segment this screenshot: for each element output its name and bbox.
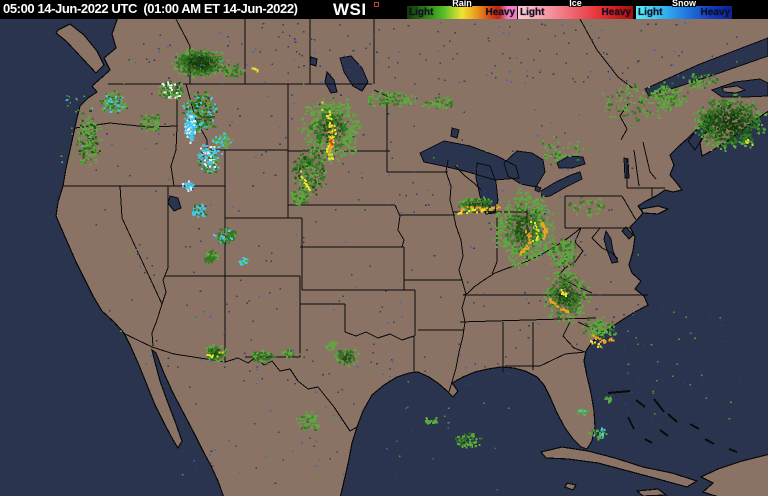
legend-rain-light-label: Light bbox=[409, 7, 434, 18]
wsi-logo: WSI bbox=[333, 0, 367, 19]
radar-precipitation-layer bbox=[60, 22, 768, 491]
legend-rain-heavy-label: Heavy bbox=[485, 7, 515, 18]
lakes-and-bays bbox=[167, 37, 768, 264]
legend-snow-light-label: Light bbox=[638, 7, 663, 18]
legend-ice-light-label: Light bbox=[520, 7, 545, 18]
legend-snow-heavy-label: Heavy bbox=[700, 7, 730, 18]
legend-rain-title: Rain bbox=[452, 0, 472, 8]
title-bar: 05:00 14-Jun-2022 UTC (01:00 AM ET 14-Ju… bbox=[0, 0, 768, 19]
landmass-north-america bbox=[55, 16, 768, 496]
wsi-trademark-icon bbox=[374, 2, 379, 7]
pei-island bbox=[721, 85, 747, 94]
legend-snow-title: Snow bbox=[672, 0, 696, 8]
legend-ice: Ice Light Heavy bbox=[518, 0, 633, 19]
legend-ice-heavy-label: Heavy bbox=[601, 7, 631, 18]
legend-snow: Snow Light Heavy bbox=[636, 0, 732, 19]
legend-rain: Rain Light Heavy bbox=[407, 0, 517, 19]
timestamp-text: 05:00 14-Jun-2022 UTC (01:00 AM ET 14-Ju… bbox=[3, 1, 298, 16]
legend-snow-bar: Light Heavy bbox=[636, 6, 732, 19]
bahamas-islands bbox=[607, 390, 738, 453]
legend-rain-bar: Light Heavy bbox=[407, 6, 517, 19]
legend-ice-title: Ice bbox=[569, 0, 582, 8]
legend-ice-bar: Light Heavy bbox=[518, 6, 633, 19]
